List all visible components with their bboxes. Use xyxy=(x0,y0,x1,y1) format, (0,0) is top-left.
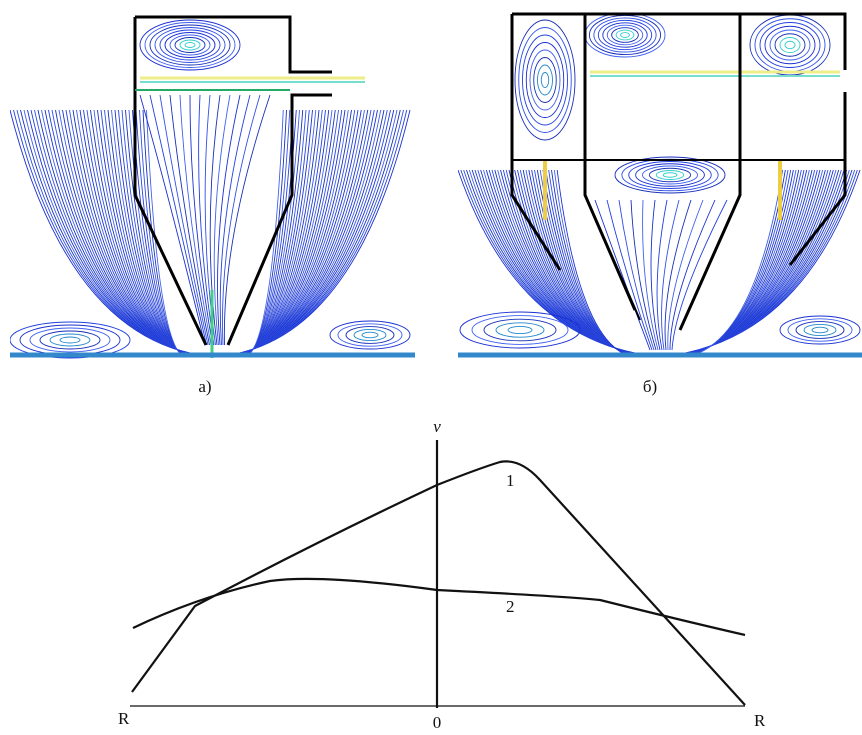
streamline xyxy=(21,110,200,355)
streamline xyxy=(619,200,654,350)
streamline xyxy=(14,110,201,355)
curve-label: 1 xyxy=(506,471,515,490)
streamline xyxy=(165,33,215,58)
streamline xyxy=(760,23,820,68)
panel-label: а) xyxy=(198,377,211,396)
streamline xyxy=(338,324,402,346)
curve-1 xyxy=(132,461,745,705)
axis-end-label: R xyxy=(118,709,130,728)
streamline xyxy=(50,334,90,346)
streamline xyxy=(508,326,532,333)
streamline xyxy=(230,110,404,355)
streamline xyxy=(60,337,80,343)
streamline xyxy=(541,73,549,88)
origin-label: 0 xyxy=(433,713,442,732)
curve-2 xyxy=(133,579,745,635)
streamline xyxy=(621,33,630,38)
streamline xyxy=(362,332,378,338)
axis-label: v xyxy=(433,417,441,436)
streamline xyxy=(663,173,677,178)
streamline xyxy=(676,170,852,355)
streamline-image-a xyxy=(10,20,415,358)
streamline xyxy=(585,13,665,57)
streamline xyxy=(780,38,800,53)
streamline xyxy=(145,23,235,68)
streamline xyxy=(788,319,852,341)
streamline xyxy=(214,95,230,345)
streamline xyxy=(636,164,705,187)
streamline xyxy=(785,41,795,49)
streamline xyxy=(30,328,110,352)
streamline xyxy=(530,50,560,110)
streamline xyxy=(765,26,815,64)
streamline xyxy=(770,30,810,60)
streamline xyxy=(330,321,410,349)
streamline xyxy=(185,43,195,48)
curve-label: 2 xyxy=(506,597,515,616)
streamline xyxy=(190,95,213,345)
streamline xyxy=(616,30,634,40)
streamline xyxy=(170,35,210,55)
streamline xyxy=(526,43,564,118)
streamline xyxy=(603,23,647,47)
panel-label: б) xyxy=(643,377,657,396)
figure: а) б) v 1 2 R 0 R xyxy=(0,0,862,735)
streamline xyxy=(538,65,553,95)
streamline xyxy=(656,171,684,180)
streamline xyxy=(750,15,830,75)
streamline xyxy=(683,170,822,355)
streamline xyxy=(231,110,397,355)
streamline xyxy=(229,110,410,355)
streamline-image-b xyxy=(458,13,862,355)
streamline xyxy=(150,25,230,65)
streamline xyxy=(804,324,836,335)
streamline xyxy=(812,327,828,333)
streamline xyxy=(160,30,220,60)
streamline xyxy=(780,316,860,344)
streamline xyxy=(180,40,200,50)
streamline xyxy=(523,35,568,125)
streamline xyxy=(662,200,679,350)
streamline xyxy=(472,316,568,345)
streamline xyxy=(515,20,575,140)
streamline xyxy=(615,157,725,193)
streamline xyxy=(460,312,580,348)
streamline xyxy=(496,323,544,337)
streamline xyxy=(589,15,660,54)
streamline xyxy=(607,25,643,45)
streamline xyxy=(20,325,120,355)
streamline xyxy=(354,329,386,340)
velocity-diagram xyxy=(130,440,745,708)
axis-end-label: R xyxy=(754,711,766,730)
streamline xyxy=(598,20,651,49)
